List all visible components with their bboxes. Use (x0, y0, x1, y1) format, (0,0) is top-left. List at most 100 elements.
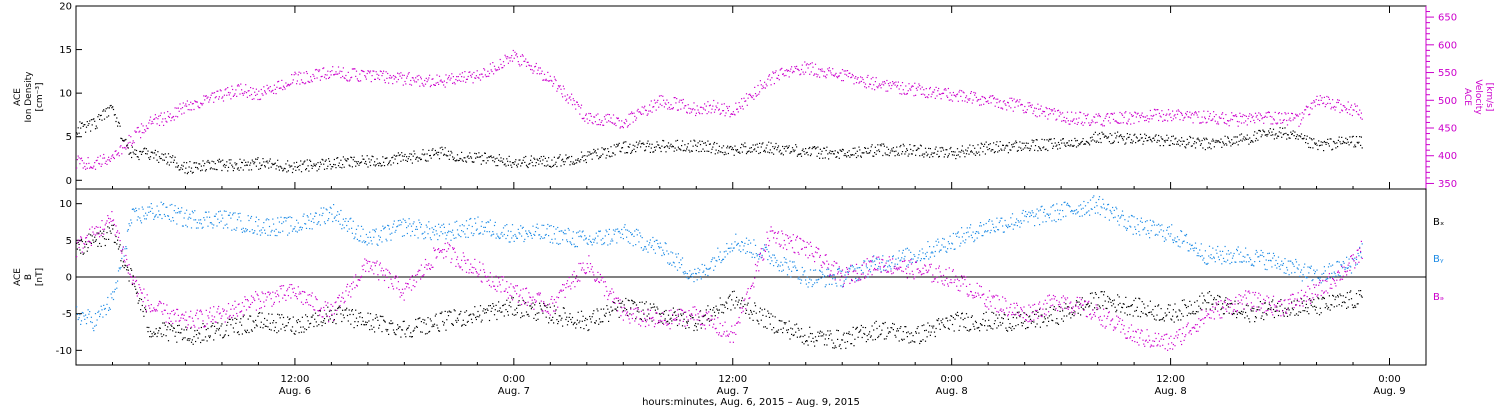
bx-point (1037, 311, 1039, 313)
bx-point (284, 329, 286, 332)
density-point (1008, 142, 1010, 144)
bx-point (895, 336, 897, 338)
bx-point (832, 347, 834, 349)
density-point (997, 151, 999, 153)
density-point (1244, 139, 1246, 141)
density-point (383, 165, 386, 167)
bx-point (167, 340, 170, 342)
bx-point (533, 317, 535, 319)
density-point (594, 150, 596, 152)
velocity-point (879, 84, 881, 87)
velocity-point (651, 111, 653, 113)
velocity-point (351, 68, 353, 70)
density-point (450, 150, 452, 152)
density-point (1139, 139, 1141, 141)
density-point (1303, 137, 1305, 139)
bx-point (1284, 307, 1286, 309)
density-point (1317, 148, 1319, 151)
bx-point (696, 329, 698, 331)
density-point (927, 153, 929, 155)
bx-point (828, 338, 830, 340)
bx-point (517, 304, 519, 306)
density-point (1124, 143, 1126, 145)
density-point (296, 166, 298, 168)
density-point (421, 153, 423, 155)
density-point (392, 162, 395, 164)
velocity-point (762, 85, 764, 87)
velocity-point (852, 75, 854, 77)
density-point (1143, 140, 1145, 142)
bx-point (681, 325, 684, 327)
bx-point (171, 325, 173, 327)
velocity-point (314, 77, 316, 80)
density-point (1125, 142, 1127, 144)
bx-point (926, 336, 928, 338)
density-point (459, 157, 461, 160)
bx-point (736, 296, 738, 298)
density-point (665, 151, 667, 153)
bx-point (116, 243, 118, 245)
bx-point (1312, 306, 1314, 308)
velocity-point (584, 120, 586, 122)
bx-point (456, 321, 458, 323)
density-point (695, 144, 697, 146)
bx-point (410, 336, 413, 338)
bx-point (602, 321, 604, 323)
bx-point (392, 322, 394, 324)
density-point (1027, 142, 1029, 144)
bx-point (109, 230, 111, 232)
bx-point (608, 320, 610, 322)
bx-point (670, 317, 672, 319)
velocity-point (534, 65, 537, 67)
bx-point (568, 316, 570, 318)
density-point (953, 154, 955, 156)
bx-point (1122, 303, 1124, 305)
velocity-point (91, 167, 93, 169)
velocity-point (902, 89, 904, 91)
velocity-point (370, 81, 372, 83)
bx-point (413, 329, 415, 331)
density-point (129, 152, 131, 154)
bx-point (932, 327, 934, 329)
density-point (591, 158, 593, 160)
density-point (607, 148, 609, 150)
density-point (851, 154, 853, 156)
velocity-point (745, 93, 748, 95)
density-point (385, 157, 387, 159)
density-point (1031, 139, 1033, 141)
velocity-point (1320, 99, 1322, 101)
bx-point (997, 317, 999, 319)
velocity-point (414, 81, 416, 83)
density-point (750, 147, 752, 149)
bx-point (869, 331, 871, 333)
velocity-point (204, 95, 207, 97)
density-point (1171, 135, 1173, 138)
density-point (1014, 142, 1016, 144)
velocity-point (152, 122, 154, 124)
velocity-point (515, 54, 517, 56)
bx-point (1169, 304, 1171, 306)
bx-point (811, 333, 813, 335)
velocity-point (1295, 113, 1297, 115)
by-point (181, 207, 183, 209)
density-point (637, 144, 639, 146)
density-point (1233, 136, 1235, 138)
bx-point (1138, 297, 1140, 299)
bx-point (1336, 305, 1338, 307)
velocity-point (705, 105, 707, 107)
bx-point (328, 310, 331, 312)
density-point (317, 162, 319, 164)
bx-point (862, 326, 864, 328)
bx-point (178, 324, 180, 326)
bx-point (345, 309, 347, 311)
density-point (225, 164, 227, 166)
velocity-point (1331, 106, 1333, 108)
density-point (287, 170, 289, 172)
velocity-point (681, 102, 684, 104)
density-point (80, 127, 82, 129)
bx-point (1175, 311, 1177, 313)
velocity-point (279, 87, 281, 89)
density-point (1006, 144, 1008, 146)
bx-point (190, 327, 192, 329)
